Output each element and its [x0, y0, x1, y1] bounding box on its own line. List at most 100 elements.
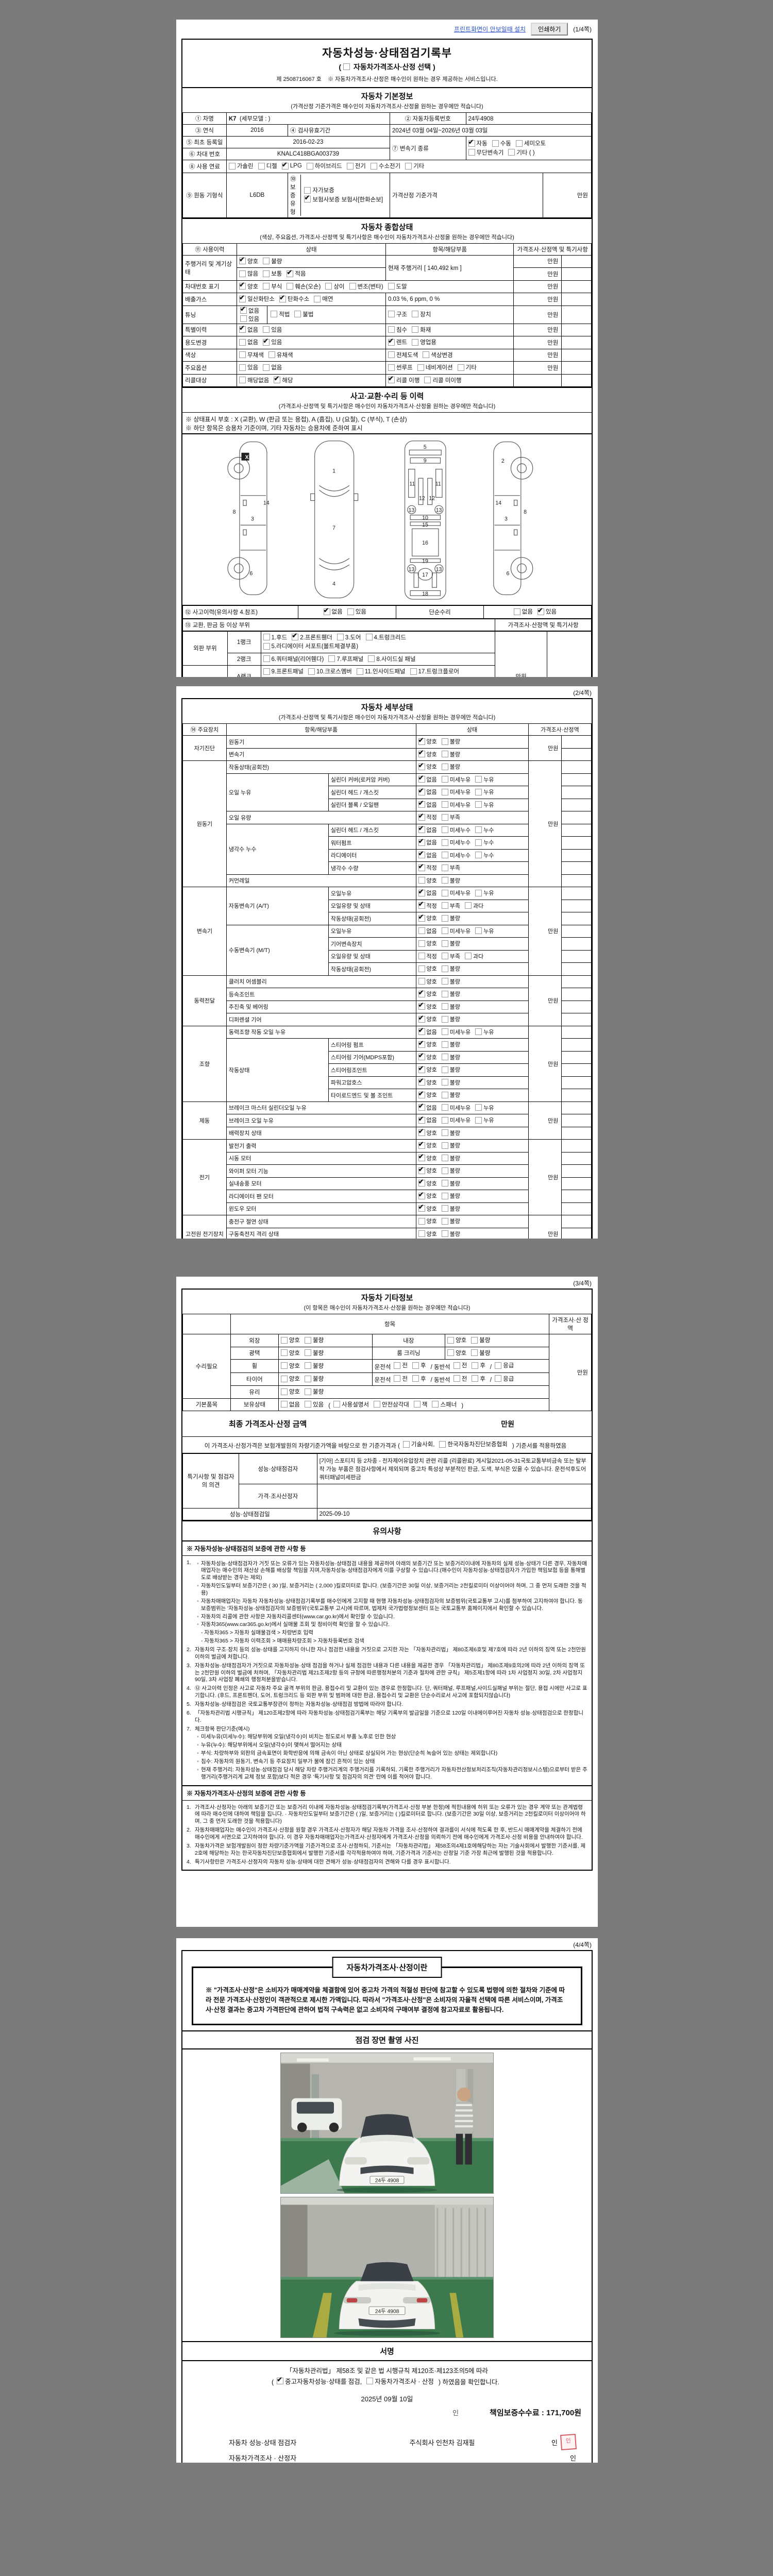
unchecked-checkbox-icon[interactable] [405, 162, 412, 170]
checked-checkbox-icon[interactable] [418, 761, 425, 770]
checkbox-option[interactable]: 전기 [346, 162, 366, 170]
checkbox-option[interactable]: 불량 [305, 1349, 324, 1357]
checkbox-option[interactable]: 양호 [418, 1191, 437, 1200]
checkbox-option[interactable]: 있음 [263, 337, 282, 346]
unchecked-checkbox-icon[interactable] [441, 864, 448, 871]
unchecked-checkbox-icon[interactable] [441, 1041, 448, 1048]
checkbox-option[interactable]: 미세누유 [441, 788, 470, 796]
checkbox-option[interactable]: 부족 [441, 863, 460, 872]
unchecked-checkbox-icon[interactable] [441, 826, 448, 833]
unchecked-checkbox-icon[interactable] [388, 326, 395, 333]
checkbox-option[interactable]: 응급 [495, 1375, 514, 1383]
checkbox-option[interactable]: 전체도색 [388, 351, 418, 359]
checkbox-option[interactable]: 미세누유 [441, 927, 470, 935]
checkbox-option[interactable]: 양호 [418, 1203, 437, 1213]
checkbox-option[interactable]: 없음 [240, 305, 259, 315]
checkbox-option[interactable]: 전 [453, 1375, 467, 1383]
checkbox-option[interactable]: 스패너 [432, 1400, 457, 1409]
checkbox-option[interactable]: 적정 [418, 952, 437, 960]
checked-checkbox-icon[interactable] [240, 305, 247, 314]
checkbox-option[interactable]: LPG [281, 161, 302, 170]
checkbox-option[interactable]: 응급 [495, 1361, 514, 1369]
unchecked-checkbox-icon[interactable] [472, 1362, 479, 1369]
checkbox-option[interactable]: 불량 [441, 1003, 460, 1011]
unchecked-checkbox-icon[interactable] [495, 1362, 502, 1369]
unchecked-checkbox-icon[interactable] [475, 1104, 482, 1111]
checked-checkbox-icon[interactable] [418, 1102, 425, 1111]
checkbox-option[interactable]: 양호 [418, 939, 437, 947]
unchecked-checkbox-icon[interactable] [366, 2378, 374, 2385]
checkbox-option[interactable]: 안전삼각대 [373, 1400, 409, 1409]
unchecked-checkbox-icon[interactable] [475, 788, 482, 795]
unchecked-checkbox-icon[interactable] [325, 283, 332, 290]
checkbox-option[interactable]: 양호 [418, 913, 437, 922]
unchecked-checkbox-icon[interactable] [441, 801, 448, 808]
checkbox-option[interactable]: 10.크로스멤버 [308, 667, 352, 675]
checked-checkbox-icon[interactable] [418, 1191, 425, 1199]
unchecked-checkbox-icon[interactable] [439, 1440, 446, 1448]
checkbox-option[interactable]: 적음 [287, 268, 306, 278]
checkbox-option[interactable]: 렌트 [388, 337, 407, 346]
checkbox-option[interactable]: 양호 [418, 1064, 437, 1074]
unchecked-checkbox-icon[interactable] [239, 377, 246, 383]
checkbox-option[interactable]: 기타 [457, 363, 477, 371]
unchecked-checkbox-icon[interactable] [417, 364, 424, 371]
unchecked-checkbox-icon[interactable] [475, 927, 482, 934]
unchecked-checkbox-icon[interactable] [413, 1401, 421, 1408]
checked-checkbox-icon[interactable] [418, 1001, 425, 1010]
checkbox-option[interactable]: 불량 [441, 1078, 460, 1087]
unchecked-checkbox-icon[interactable] [271, 311, 278, 318]
unchecked-checkbox-icon[interactable] [418, 978, 425, 985]
checkbox-option[interactable]: 있음 [240, 315, 259, 323]
checkbox-option[interactable]: 미세누유 [441, 1028, 470, 1036]
checked-checkbox-icon[interactable] [537, 606, 544, 615]
checkbox-option[interactable]: 보험사보증 보험사[한화손보] [304, 194, 383, 204]
unchecked-checkbox-icon[interactable] [447, 1336, 455, 1344]
checked-checkbox-icon[interactable] [279, 294, 286, 302]
checkbox-option[interactable]: 양호 [418, 1052, 437, 1061]
checkbox-option[interactable]: 불량 [441, 1129, 460, 1137]
checkbox-option[interactable]: 없음 [418, 888, 437, 897]
checkbox-option[interactable]: 7.루프패널 [328, 655, 363, 663]
checkbox-option[interactable]: 영업용 [412, 338, 436, 346]
checkbox-option[interactable]: 불량 [441, 1230, 460, 1238]
checkbox-option[interactable]: 구조 [388, 310, 407, 318]
checkbox-option[interactable]: 없음 [239, 324, 258, 334]
checkbox-option[interactable]: 양호 [447, 1349, 466, 1357]
checkbox-option[interactable]: 양호 [280, 1362, 300, 1370]
unchecked-checkbox-icon[interactable] [441, 763, 448, 770]
unchecked-checkbox-icon[interactable] [441, 814, 448, 821]
checkbox-option[interactable]: 무채색 [239, 351, 264, 359]
unchecked-checkbox-icon[interactable] [515, 140, 523, 147]
checkbox-option[interactable]: 누유 [475, 1028, 494, 1036]
unchecked-checkbox-icon[interactable] [441, 1180, 448, 1187]
unchecked-checkbox-icon[interactable] [441, 1066, 448, 1073]
checked-checkbox-icon[interactable] [418, 1026, 425, 1035]
unchecked-checkbox-icon[interactable] [441, 1205, 448, 1212]
checkbox-option[interactable]: 양호 [418, 736, 437, 745]
checked-checkbox-icon[interactable] [418, 774, 425, 783]
unchecked-checkbox-icon[interactable] [306, 162, 313, 170]
checkbox-option[interactable]: 침수 [388, 326, 407, 334]
unchecked-checkbox-icon[interactable] [475, 826, 482, 833]
checkbox-option[interactable]: 없음 [418, 1115, 437, 1124]
unchecked-checkbox-icon[interactable] [457, 364, 464, 371]
checkbox-option[interactable]: 불량 [305, 1375, 324, 1383]
checkbox-option[interactable]: 양호 [418, 1001, 437, 1011]
unchecked-checkbox-icon[interactable] [441, 940, 448, 947]
checkbox-option[interactable]: 양호 [418, 1140, 437, 1149]
checked-checkbox-icon[interactable] [468, 138, 475, 147]
checkbox-option[interactable]: 중고자동차성능·상태를 점검, [277, 2376, 362, 2386]
unchecked-checkbox-icon[interactable] [258, 162, 265, 170]
unchecked-checkbox-icon[interactable] [423, 351, 430, 358]
checkbox-option[interactable]: 불량 [305, 1387, 324, 1396]
unchecked-checkbox-icon[interactable] [305, 1375, 312, 1382]
unchecked-checkbox-icon[interactable] [347, 608, 354, 615]
checkbox-option[interactable]: 누유 [475, 788, 494, 796]
checkbox-option[interactable]: 없음 [418, 1026, 437, 1036]
unchecked-checkbox-icon[interactable] [239, 364, 246, 371]
unchecked-checkbox-icon[interactable] [418, 1230, 425, 1237]
print-button[interactable]: 인쇄하기 [531, 23, 568, 36]
unchecked-checkbox-icon[interactable] [441, 902, 448, 909]
unchecked-checkbox-icon[interactable] [368, 655, 375, 662]
